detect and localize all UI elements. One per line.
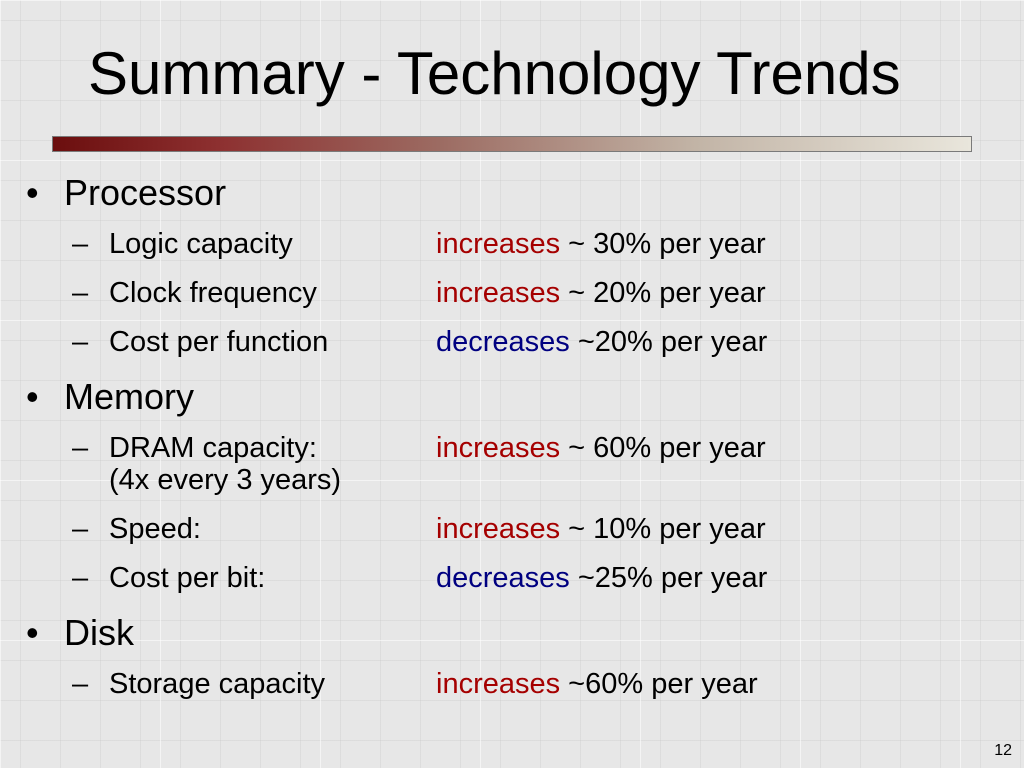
trend-verb: decreases (436, 326, 570, 358)
item-label: Clock frequency (109, 277, 317, 309)
list-item: – Storage capacity increases ~60% per yea… (26, 666, 1006, 702)
trend-verb: increases (436, 668, 561, 700)
trend-verb: increases (436, 277, 561, 309)
item-label: Cost per bit: (109, 562, 266, 594)
trend-rate: ~20% per year (569, 326, 768, 358)
list-item: – Speed: increases ~ 10% per year (26, 511, 1006, 547)
trend-verb: decreases (436, 562, 570, 594)
dash-icon: – (72, 326, 89, 358)
trend-verb: increases (436, 228, 561, 260)
dash-icon: – (72, 513, 89, 545)
section-heading: Processor (64, 172, 227, 213)
item-label: Speed: (109, 513, 201, 545)
slide-title: Summary - Technology Trends (88, 40, 901, 107)
list-item: – Cost per bit: decreases ~25% per year (26, 560, 1006, 596)
trend-rate: ~ 10% per year (560, 513, 766, 545)
trend-rate: ~ 20% per year (560, 277, 766, 309)
dash-icon: – (72, 277, 89, 309)
item-label: Storage capacity (109, 668, 326, 700)
item-label: DRAM capacity: (109, 432, 317, 464)
trend-rate: ~ 30% per year (560, 228, 766, 260)
bullet-disk: • Disk (26, 610, 1006, 656)
dash-icon: – (72, 668, 89, 700)
list-item: – DRAM capacity: increases ~ 60% per year… (26, 430, 1006, 498)
dash-icon: – (72, 562, 89, 594)
trend-rate: ~ 60% per year (560, 432, 766, 464)
list-item: – Logic capacity increases ~ 30% per year (26, 226, 1006, 262)
item-label: Cost per function (109, 326, 329, 358)
trend-verb: increases (436, 513, 561, 545)
trend-rate: ~25% per year (569, 562, 768, 594)
item-sublabel: (4x every 3 years) (109, 464, 342, 496)
bullet-memory: • Memory (26, 374, 1006, 420)
section-heading: Memory (64, 376, 195, 417)
bullet-dot-icon: • (26, 612, 39, 653)
item-label: Logic capacity (109, 228, 293, 260)
list-item: – Cost per function decreases ~20% per ye… (26, 324, 1006, 360)
trend-verb: increases (436, 432, 561, 464)
list-item: – Clock frequency increases ~ 20% per yea… (26, 275, 1006, 311)
bullet-dot-icon: • (26, 376, 39, 417)
page-number: 12 (994, 742, 1012, 759)
bullet-processor: • Processor (26, 170, 1006, 216)
bullet-list: • Processor – Logic capacity increases ~ … (26, 170, 1006, 702)
bullet-dot-icon: • (26, 172, 39, 213)
trend-rate: ~60% per year (560, 668, 758, 700)
title-underline-bar (52, 136, 972, 152)
dash-icon: – (72, 228, 89, 260)
section-heading: Disk (64, 612, 134, 653)
dash-icon: – (72, 432, 89, 464)
